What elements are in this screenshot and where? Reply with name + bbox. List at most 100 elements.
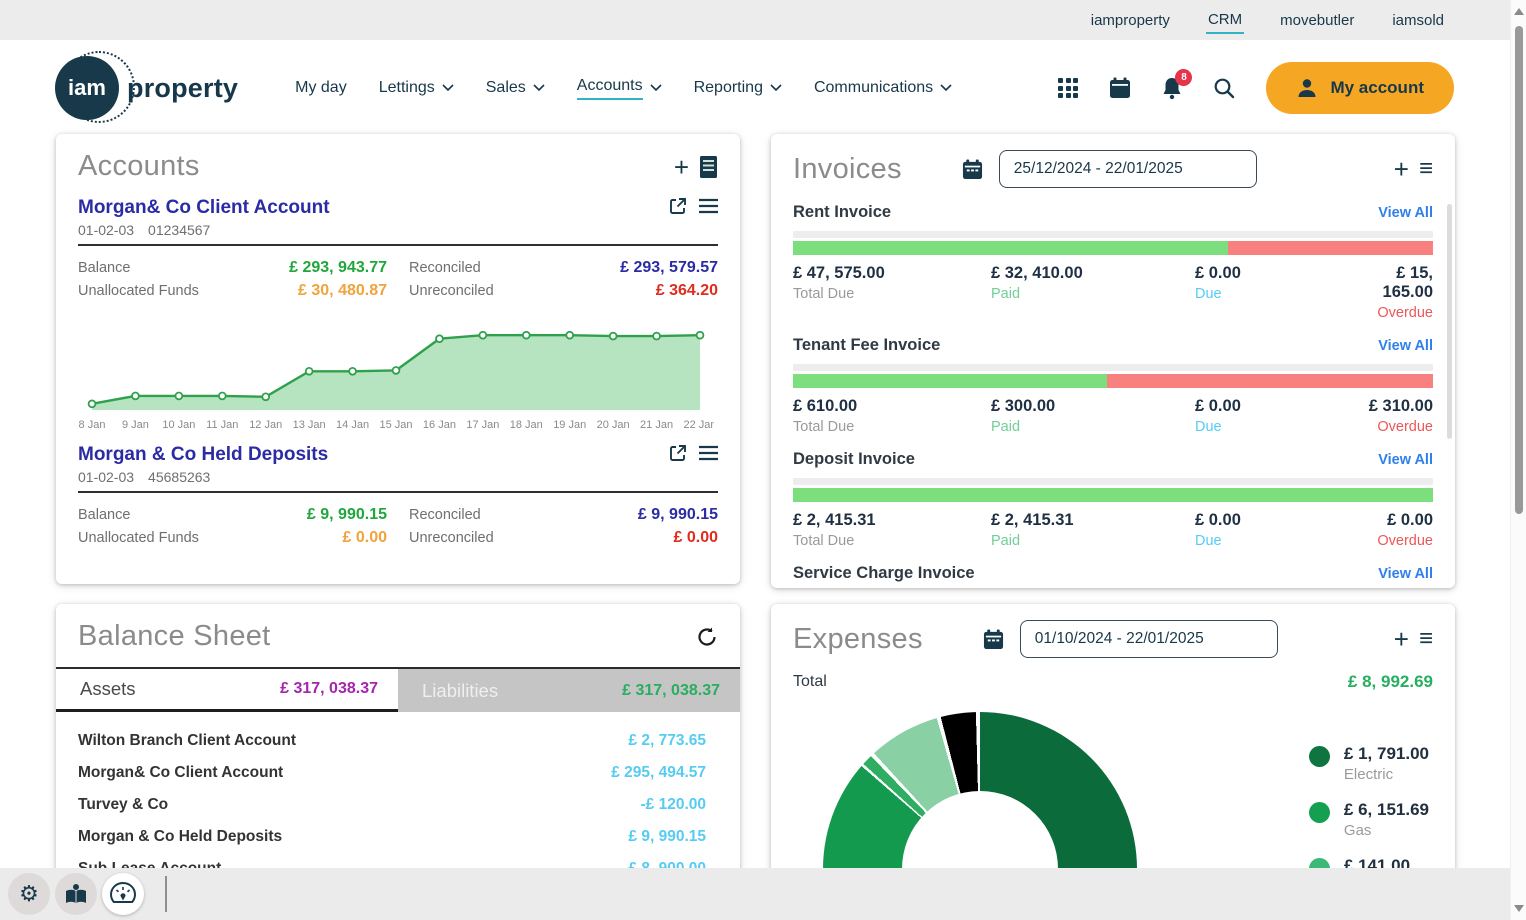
- scroll-down-arrow[interactable]: [1514, 905, 1524, 912]
- list-icon[interactable]: ≡: [1418, 625, 1433, 652]
- balance-sheet-rows: Wilton Branch Client Account £ 2, 773.65 …: [56, 712, 740, 878]
- top-strip: iamproperty CRM movebutler iamsold: [0, 0, 1510, 40]
- paid-segment: [793, 241, 1229, 255]
- external-link-icon[interactable]: [669, 197, 687, 215]
- bell-icon[interactable]: 8: [1160, 69, 1193, 100]
- due-label: Due: [1195, 286, 1222, 302]
- invoice-bar-track: [793, 231, 1433, 238]
- chevron-down-icon: [650, 84, 662, 92]
- add-account-icon[interactable]: +: [673, 151, 689, 182]
- invoice-section-title: Service Charge Invoice: [793, 564, 975, 582]
- top-link-crm[interactable]: CRM: [1205, 7, 1245, 34]
- account-name-link[interactable]: Morgan& Co Client Account: [78, 197, 330, 218]
- nav-item-communications[interactable]: Communications: [813, 73, 953, 103]
- chevron-down-icon: [770, 84, 782, 92]
- total-due-value: £ 2, 415.31: [793, 511, 876, 529]
- due-label: Due: [1195, 419, 1222, 435]
- paid-value: £ 300.00: [991, 397, 1056, 415]
- main-nav: My day Lettings Sales Accounts Reporting…: [294, 71, 953, 106]
- card-scrollbar-thumb[interactable]: [1447, 204, 1452, 439]
- help-guide-icon: [66, 884, 86, 903]
- expenses-total-label: Total: [793, 673, 827, 690]
- invoices-date-range-input[interactable]: [998, 150, 1257, 188]
- svg-text:19 Jan: 19 Jan: [553, 419, 586, 431]
- list-icon[interactable]: ≡: [1418, 155, 1433, 182]
- paid-segment: [793, 488, 1433, 502]
- accounts-card: Accounts + Morgan& Co Client Account 01-…: [56, 134, 740, 584]
- nav-item-sales[interactable]: Sales: [485, 73, 546, 103]
- brand-logo[interactable]: iam property: [55, 51, 238, 123]
- calendar-icon[interactable]: [983, 628, 1004, 650]
- total-due-value: £ 47, 575.00: [793, 264, 885, 282]
- gauge-icon: [109, 881, 137, 903]
- header: iam property My day Lettings Sales Accou…: [0, 40, 1510, 136]
- expenses-total-value: £ 8, 992.69: [1347, 672, 1433, 691]
- svg-text:14 Jan: 14 Jan: [336, 419, 369, 431]
- calendar-icon[interactable]: [962, 158, 983, 180]
- total-due-value: £ 610.00: [793, 397, 858, 415]
- unreconciled-label: Unreconciled: [409, 529, 494, 546]
- nav-item-lettings[interactable]: Lettings: [378, 73, 455, 103]
- chevron-down-icon: [442, 84, 454, 92]
- bottom-dock: ⚙: [0, 868, 1510, 920]
- nav-item-accounts[interactable]: Accounts: [576, 71, 663, 106]
- paid-value: £ 32, 410.00: [991, 264, 1083, 282]
- guide-button[interactable]: [55, 873, 97, 915]
- add-invoice-icon[interactable]: +: [1393, 154, 1409, 184]
- invoice-progress-bar: [793, 241, 1433, 255]
- apps-grid-icon[interactable]: [1056, 76, 1080, 100]
- calendar-icon[interactable]: [1108, 76, 1132, 100]
- unallocated-label: Unallocated Funds: [78, 529, 199, 546]
- nav-item-my-day[interactable]: My day: [295, 79, 347, 96]
- reconciled-label: Reconciled: [409, 506, 481, 523]
- overdue-value: £ 310.00: [1368, 397, 1433, 415]
- scroll-up-arrow[interactable]: [1514, 8, 1524, 15]
- invoice-section-deposit: Deposit Invoice View All £ 2, 415.31 Tota…: [793, 450, 1433, 549]
- add-expense-icon[interactable]: +: [1393, 624, 1409, 654]
- table-row[interactable]: Morgan& Co Client Account £ 295, 494.57: [78, 764, 706, 781]
- overdue-label: Overdue: [1377, 305, 1433, 321]
- my-account-button[interactable]: My account: [1266, 62, 1454, 114]
- external-link-icon[interactable]: [669, 444, 687, 462]
- table-row[interactable]: Morgan & Co Held Deposits £ 9, 990.15: [78, 828, 706, 845]
- top-link-movebutler[interactable]: movebutler: [1280, 11, 1355, 29]
- due-value: £ 0.00: [1195, 511, 1241, 529]
- unallocated-label: Unallocated Funds: [78, 282, 199, 299]
- tab-liabilities[interactable]: Liabilities £ 317, 038.37: [398, 669, 740, 712]
- refresh-icon[interactable]: [696, 626, 718, 648]
- top-link-iamproperty[interactable]: iamproperty: [1090, 11, 1170, 29]
- balance-sheet-tabs: Assets £ 317, 038.37 Liabilities £ 317, …: [56, 667, 740, 712]
- overdue-label: Overdue: [1377, 419, 1433, 435]
- svg-text:15 Jan: 15 Jan: [379, 419, 412, 431]
- balance-value: £ 293, 943.77: [289, 258, 387, 276]
- account-name-link[interactable]: Morgan & Co Held Deposits: [78, 444, 329, 465]
- view-all-link[interactable]: View All: [1378, 451, 1433, 468]
- svg-text:11 Jan: 11 Jan: [206, 419, 238, 431]
- search-icon[interactable]: [1212, 76, 1236, 100]
- ledger-icon[interactable]: [699, 155, 718, 179]
- expenses-date-range-input[interactable]: [1019, 620, 1278, 658]
- view-all-link[interactable]: View All: [1378, 337, 1433, 354]
- menu-icon[interactable]: [699, 198, 718, 214]
- tab-assets[interactable]: Assets £ 317, 038.37: [56, 669, 398, 712]
- paid-segment: [793, 374, 1107, 388]
- menu-icon[interactable]: [699, 445, 718, 461]
- view-all-link[interactable]: View All: [1378, 204, 1433, 221]
- nav-item-reporting[interactable]: Reporting: [693, 73, 783, 103]
- legend-dot: [1308, 746, 1330, 767]
- scrollbar-thumb[interactable]: [1515, 26, 1523, 514]
- invoice-section-rent: Rent Invoice View All £ 47, 575.00 Total …: [793, 203, 1433, 321]
- legend-item-electric: £ 1, 791.00 Electric: [1308, 744, 1429, 783]
- total-due-label: Total Due: [793, 533, 855, 549]
- page-scrollbar[interactable]: [1510, 0, 1526, 920]
- account-summary: Morgan & Co Held Deposits 01-02-03 456852…: [78, 444, 718, 549]
- dashboard-button[interactable]: [102, 873, 144, 915]
- balance-label: Balance: [78, 506, 131, 523]
- view-all-link[interactable]: View All: [1378, 565, 1433, 582]
- due-label: Due: [1195, 533, 1222, 549]
- top-link-iamsold[interactable]: iamsold: [1392, 11, 1444, 29]
- table-row[interactable]: Wilton Branch Client Account £ 2, 773.65: [78, 732, 706, 749]
- settings-button[interactable]: ⚙: [8, 873, 50, 915]
- table-row[interactable]: Turvey & Co -£ 120.00: [78, 796, 706, 813]
- overdue-label: Overdue: [1377, 533, 1433, 549]
